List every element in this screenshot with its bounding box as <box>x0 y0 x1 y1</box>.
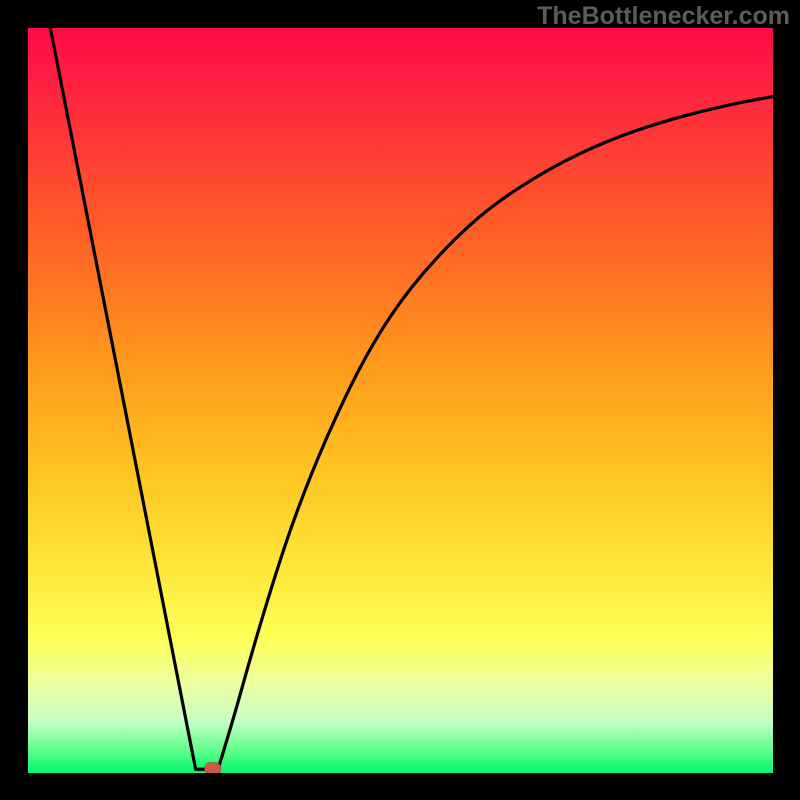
chart-root: TheBottlenecker.com <box>0 0 800 800</box>
dip-marker <box>205 763 221 773</box>
plot-svg <box>28 28 773 773</box>
watermark-text: TheBottlenecker.com <box>537 2 790 31</box>
plot-area <box>28 28 773 773</box>
gradient-background <box>28 28 773 773</box>
